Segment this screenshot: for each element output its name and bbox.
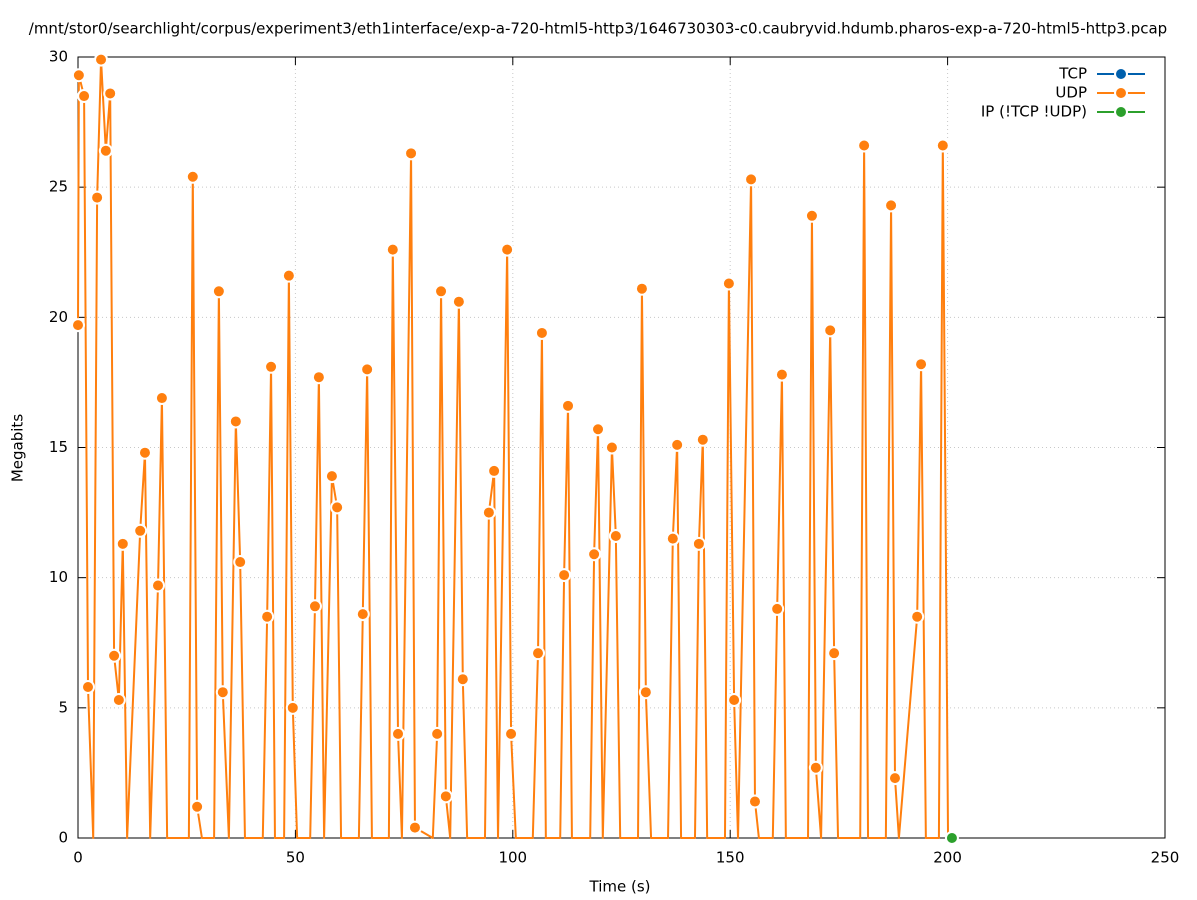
data-point [81,680,96,695]
data-point [827,646,842,661]
data-point [133,523,148,538]
data-point [804,208,819,223]
x-tick-label: 250 [1151,849,1180,867]
data-point [857,138,872,153]
data-point [71,318,85,333]
data-point [531,646,546,661]
legend-label: UDP [1055,84,1087,102]
data-point [910,609,925,624]
data-point [385,242,400,257]
data-point [455,672,470,687]
data-point [727,693,742,708]
chart-title: /mnt/stor0/searchlight/corpus/experiment… [29,20,1167,38]
data-point [608,529,623,544]
y-tick-label: 10 [49,568,68,586]
legend-marker [1114,105,1128,119]
data-point [233,555,248,570]
data-point [770,601,785,616]
y-tick-label: 25 [49,178,68,196]
legend-marker [1114,86,1128,100]
x-axis-label: Time (s) [589,878,651,896]
data-point [90,190,105,205]
data-point [185,169,200,184]
data-point [604,440,619,455]
x-tick-label: 150 [716,849,745,867]
data-point [103,86,118,101]
data-point [884,198,899,213]
data-point [557,568,572,583]
data-point [211,284,226,299]
data-point [115,536,130,551]
data-point [311,370,326,385]
data-point [190,799,205,814]
data-point [695,432,710,447]
data-point [500,242,515,257]
y-tick-label: 30 [49,48,68,66]
data-point [264,359,279,374]
data-point [98,143,113,158]
y-axis-label: Megabits [9,414,27,482]
data-point [561,398,576,413]
data-point [721,276,736,291]
data-point [94,52,109,67]
data-point [438,789,453,804]
data-point [774,367,789,382]
data-point [808,760,823,775]
data-point [434,284,449,299]
data-point [407,820,422,835]
data-point [77,89,92,104]
data-point [154,391,169,406]
x-tick-label: 200 [933,849,962,867]
data-point [285,700,300,715]
data-point [504,726,519,741]
data-point [665,531,680,546]
data-point [137,445,152,460]
y-tick-label: 20 [49,308,68,326]
data-point [307,599,322,614]
data-point [324,469,339,484]
y-tick-label: 0 [58,829,68,847]
data-point [111,693,126,708]
data-point [430,726,445,741]
data-point [670,437,685,452]
data-point [487,463,502,478]
data-point [330,500,345,515]
data-point [451,294,466,309]
legend-marker [1114,67,1128,81]
x-tick-label: 100 [498,849,527,867]
data-point [391,726,406,741]
data-point [260,609,275,624]
data-point [215,685,230,700]
data-point [587,547,602,562]
data-point [887,771,902,786]
data-point [944,831,959,845]
data-point [228,414,243,429]
data-point [360,362,375,377]
data-point [747,794,762,809]
y-tick-label: 15 [49,438,68,456]
data-point [355,607,370,622]
data-point [281,268,296,283]
data-point [404,146,419,161]
data-point [935,138,950,153]
data-point [638,685,653,700]
data-point [151,578,166,593]
data-point [744,172,759,187]
x-tick-label: 50 [286,849,305,867]
legend-label: TCP [1058,65,1087,83]
data-point [914,357,929,372]
data-point [107,648,122,663]
y-tick-label: 5 [58,698,68,716]
data-point [634,281,649,296]
data-point [823,323,838,338]
data-point [534,325,549,340]
data-point [481,505,496,520]
data-point [691,536,706,551]
data-point [71,68,86,83]
data-point [591,422,606,437]
x-tick-label: 0 [73,849,83,867]
legend-label: IP (!TCP !UDP) [981,103,1087,121]
